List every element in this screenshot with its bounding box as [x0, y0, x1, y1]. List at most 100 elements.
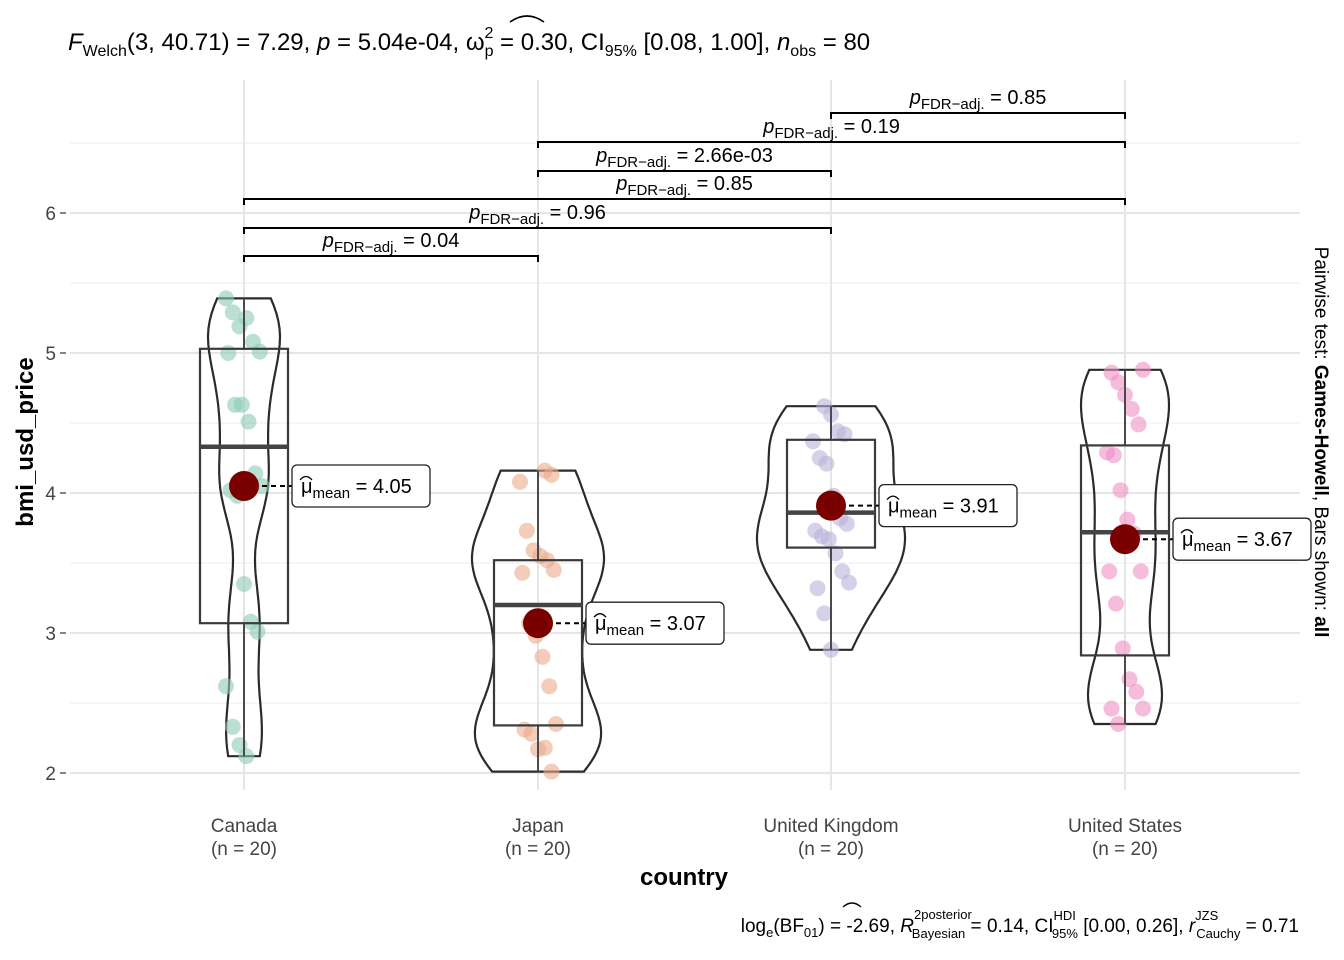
mean-symbol: μ — [301, 476, 313, 498]
y-axis: 2 3 4 5 6 — [45, 204, 66, 785]
x-tick-label: Japan — [512, 816, 564, 837]
y-tick-label: 3 — [45, 624, 56, 645]
x-tick-n: (n = 20) — [211, 839, 277, 860]
bracket-line — [243, 255, 539, 262]
bayes-caption: loge(BF01) = -2.69, R2posterior Bayesian … — [741, 907, 1299, 941]
pairwise-comparisons: pFDR−adj. = 0.04 pFDR−adj. = 0.96 pFDR−adj… — [243, 87, 1126, 262]
data-point — [514, 564, 531, 581]
y-tick-label: 2 — [45, 764, 56, 785]
mean-symbol: μ — [595, 613, 607, 635]
pairwise-test-label: Pairwise test: Games-Howell, Bars shown:… — [1310, 247, 1331, 638]
x-tick-label: Canada — [211, 816, 278, 837]
group-united-kingdom: μmean = 3.91 — [755, 398, 1018, 658]
data-point — [1130, 416, 1147, 433]
mean-value: = 3.91 — [937, 496, 999, 518]
x-axis-title: country — [640, 864, 729, 891]
data-point — [1110, 374, 1127, 391]
data-point — [1103, 700, 1120, 717]
data-point — [1135, 700, 1151, 717]
x-tick-n: (n = 20) — [798, 839, 864, 860]
mean-value: = 3.07 — [644, 613, 706, 635]
group-canada: μmean = 4.05 — [198, 290, 431, 765]
data-point — [238, 310, 255, 326]
mean-symbol: μ — [1182, 529, 1194, 551]
y-tick-label: 4 — [45, 484, 56, 505]
mean-point — [523, 608, 553, 639]
mean-label-box — [291, 464, 431, 508]
data-point — [251, 343, 268, 360]
mean-point — [229, 471, 259, 501]
mu-hat-icon — [1180, 529, 1194, 534]
mu-hat-icon — [593, 613, 607, 618]
data-point — [1112, 482, 1129, 499]
mean-label-box — [585, 601, 725, 645]
violin — [1079, 368, 1171, 726]
x-tick-n: (n = 20) — [1092, 839, 1158, 860]
bracket-line — [243, 227, 832, 234]
group-united-states: μmean = 3.67 — [1079, 361, 1312, 732]
data-point — [240, 413, 257, 430]
y-axis-title: bmi_usd_price — [12, 357, 39, 526]
data-point — [218, 678, 234, 695]
data-point — [1135, 361, 1151, 378]
x-tick-label: United Kingdom — [763, 816, 898, 837]
mean-label: μmean = 3.91 — [888, 496, 999, 522]
data-point — [1119, 511, 1136, 528]
data-point — [249, 623, 266, 640]
data-point — [523, 725, 540, 742]
data-point — [836, 426, 853, 443]
data-point — [236, 576, 252, 592]
data-point — [1128, 683, 1145, 700]
mean-label-box — [1172, 517, 1312, 561]
data-point — [1108, 595, 1124, 612]
x-tick-n: (n = 20) — [505, 839, 571, 860]
box — [198, 347, 290, 625]
mean-sub: mean — [607, 622, 645, 639]
bracket-label: pFDR−adj. = 0.85 — [615, 173, 753, 199]
mean-sub: mean — [313, 485, 351, 502]
x-tick-label: United States — [1068, 816, 1182, 837]
y-tick-label: 6 — [45, 204, 56, 225]
data-point — [1101, 563, 1118, 580]
box — [785, 438, 877, 549]
pairwise-bracket: pFDR−adj. = 0.85 — [243, 173, 1126, 205]
pairwise-bracket: pFDR−adj. = 0.85 — [830, 87, 1126, 119]
data-point — [536, 739, 553, 756]
mean-value: = 4.05 — [350, 476, 412, 498]
pairwise-bracket: pFDR−adj. = 2.66e-03 — [537, 145, 832, 177]
data-point — [818, 455, 835, 472]
bracket-label: pFDR−adj. = 0.85 — [909, 87, 1047, 113]
bracket-line — [830, 112, 1126, 119]
box — [1079, 444, 1171, 657]
omega-hat-icon — [509, 15, 545, 23]
data-point — [838, 515, 855, 532]
data-point — [841, 574, 857, 591]
data-point — [1123, 401, 1140, 417]
bracket-label: pFDR−adj. = 2.66e-03 — [595, 145, 773, 171]
data-point — [238, 748, 255, 765]
mean-label: μmean = 3.67 — [1182, 529, 1293, 555]
box — [492, 559, 584, 727]
data-point — [548, 716, 564, 732]
violin — [470, 469, 606, 773]
data-point — [220, 345, 237, 361]
data-point — [512, 473, 528, 490]
data-point — [1114, 640, 1131, 657]
chart-title: FWelch(3, 40.71) = 7.29, p = 5.04e-04, ω… — [68, 25, 870, 60]
data-point — [233, 396, 250, 413]
data-point — [1105, 447, 1122, 464]
data-point — [218, 290, 234, 307]
mean-point — [1110, 524, 1140, 555]
pairwise-bracket: pFDR−adj. = 0.96 — [243, 202, 832, 234]
mean-label: μmean = 3.07 — [595, 613, 706, 639]
bracket-label: pFDR−adj. = 0.96 — [468, 202, 606, 228]
pairwise-bracket: pFDR−adj. = 0.04 — [243, 230, 539, 262]
data-point — [518, 522, 535, 539]
data-point — [805, 433, 821, 450]
mean-symbol: μ — [888, 496, 900, 518]
violin — [755, 405, 907, 651]
mean-point — [816, 490, 846, 521]
data-point — [543, 763, 560, 780]
